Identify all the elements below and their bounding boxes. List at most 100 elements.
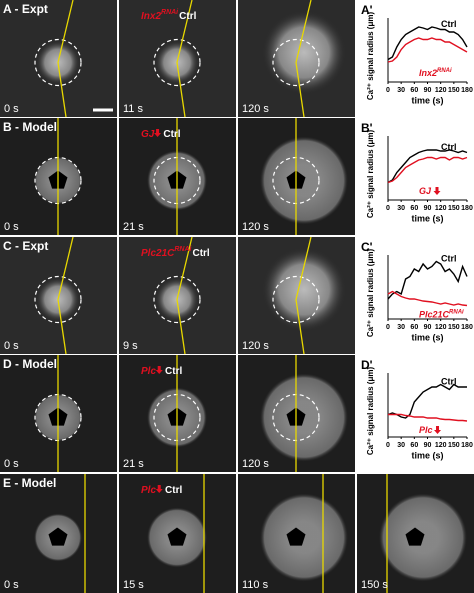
time-stamp: 120 s xyxy=(242,221,269,233)
x-tick-label: 60 xyxy=(410,87,418,94)
data-line xyxy=(387,37,468,63)
down-arrow xyxy=(154,129,162,137)
down-arrow xyxy=(434,426,442,434)
x-tick-label: 120 xyxy=(435,205,447,212)
x-tick-label: 150 xyxy=(448,324,460,331)
series-label: Plc xyxy=(419,425,433,435)
x-tick-label: 30 xyxy=(397,87,405,94)
x-tick-label: 30 xyxy=(397,442,405,449)
time-stamp: 21 s xyxy=(123,458,144,470)
wound xyxy=(48,527,68,546)
down-arrow xyxy=(433,187,441,195)
data-line xyxy=(387,26,468,61)
chart-title: B' xyxy=(361,121,373,135)
time-stamp: 0 s xyxy=(4,221,19,233)
roi-circle xyxy=(34,38,82,87)
series-name: Plc xyxy=(419,425,433,435)
annotation: Plc21CRNAiCtrl xyxy=(141,246,210,259)
x-tick-label: 90 xyxy=(424,324,432,331)
time-stamp: 110 s xyxy=(242,579,269,591)
series-label: Ctrl xyxy=(441,142,457,152)
x-tick-label: 90 xyxy=(424,205,432,212)
series-label: Ctrl xyxy=(441,254,457,264)
x-tick-label: 150 xyxy=(448,205,460,212)
row-label: D - Model xyxy=(3,357,57,371)
series-sup: RNAi xyxy=(449,309,464,315)
series-label: Ctrl xyxy=(441,19,457,29)
series-label: Plc21CRNAi xyxy=(419,309,464,320)
data-line xyxy=(387,260,468,300)
down-arrow xyxy=(155,485,163,493)
wound xyxy=(286,527,306,546)
x-tick-label: 150 xyxy=(448,442,460,449)
x-tick-label: 180 xyxy=(461,324,473,331)
time-stamp: 0 s xyxy=(4,340,19,352)
series-name: Ctrl xyxy=(441,19,457,29)
boundary-line xyxy=(176,0,193,118)
time-stamp: 120 s xyxy=(242,458,269,470)
data-line xyxy=(387,149,468,184)
x-tick-label: 120 xyxy=(435,87,447,94)
annotation: Plc Ctrl xyxy=(141,366,182,377)
boundary-line xyxy=(295,0,312,118)
x-tick-label: 180 xyxy=(461,442,473,449)
x-tick-label: 180 xyxy=(461,87,473,94)
row-label: A - Expt xyxy=(3,2,48,16)
row-label: C - Expt xyxy=(3,239,48,253)
annotation: GJ Ctrl xyxy=(141,129,181,140)
series-name: Ctrl xyxy=(441,142,457,152)
x-tick-label: 60 xyxy=(410,205,418,212)
boundary-line xyxy=(57,236,74,355)
series-label: Inx2RNAi xyxy=(419,68,452,79)
time-stamp: 11 s xyxy=(123,103,143,115)
time-stamp: 0 s xyxy=(4,458,19,470)
y-axis-label: Ca²⁺ signal radius (μm) xyxy=(366,367,375,456)
data-line xyxy=(388,413,468,422)
wound xyxy=(167,527,187,546)
x-tick-label: 150 xyxy=(448,87,460,94)
mutant-label: Plc xyxy=(141,366,156,377)
down-arrow xyxy=(155,366,163,374)
series-name: Ctrl xyxy=(441,377,457,387)
control-label: Ctrl xyxy=(165,485,182,496)
mutant-label: Inx2 xyxy=(141,11,161,22)
x-tick-label: 90 xyxy=(424,442,432,449)
x-tick-label: 90 xyxy=(424,87,432,94)
series-name: GJ xyxy=(419,186,432,196)
time-stamp: 21 s xyxy=(123,221,144,233)
y-axis-label: Ca²⁺ signal radius (μm) xyxy=(366,130,375,219)
time-stamp: 120 s xyxy=(242,340,269,352)
x-tick-label: 120 xyxy=(435,442,447,449)
control-label: Ctrl xyxy=(163,129,180,140)
chart-title: D' xyxy=(361,358,373,372)
annotation: Inx2RNAiCtrl xyxy=(141,9,197,22)
series-name: Plc21C xyxy=(419,310,450,320)
mutant-sup: RNAi xyxy=(174,246,192,253)
time-stamp: 0 s xyxy=(4,579,19,591)
time-stamp: 15 s xyxy=(123,579,144,591)
x-axis-label: time (s) xyxy=(411,450,443,460)
series-name: Inx2 xyxy=(419,68,437,78)
x-tick-label: 60 xyxy=(410,324,418,331)
data-line xyxy=(387,290,468,307)
x-tick-label: 60 xyxy=(410,442,418,449)
row-label: E - Model xyxy=(3,476,56,490)
time-stamp: 0 s xyxy=(4,103,19,115)
data-line xyxy=(387,156,468,184)
x-tick-label: 0 xyxy=(386,324,390,331)
time-stamp: 150 s xyxy=(361,579,388,591)
control-label: Ctrl xyxy=(192,248,209,259)
boundary-line xyxy=(295,236,312,355)
y-axis-label: Ca²⁺ signal radius (μm) xyxy=(366,12,375,101)
x-tick-label: 30 xyxy=(397,205,405,212)
series-name: Ctrl xyxy=(441,254,457,264)
control-label: Ctrl xyxy=(179,11,196,22)
roi-circle xyxy=(34,275,82,324)
boundary-line xyxy=(176,236,193,355)
control-label: Ctrl xyxy=(165,366,182,377)
series-sup: RNAi xyxy=(437,68,452,74)
roi-circle xyxy=(272,275,320,324)
x-tick-label: 0 xyxy=(386,442,390,449)
mutant-label: Plc21C xyxy=(141,248,175,259)
